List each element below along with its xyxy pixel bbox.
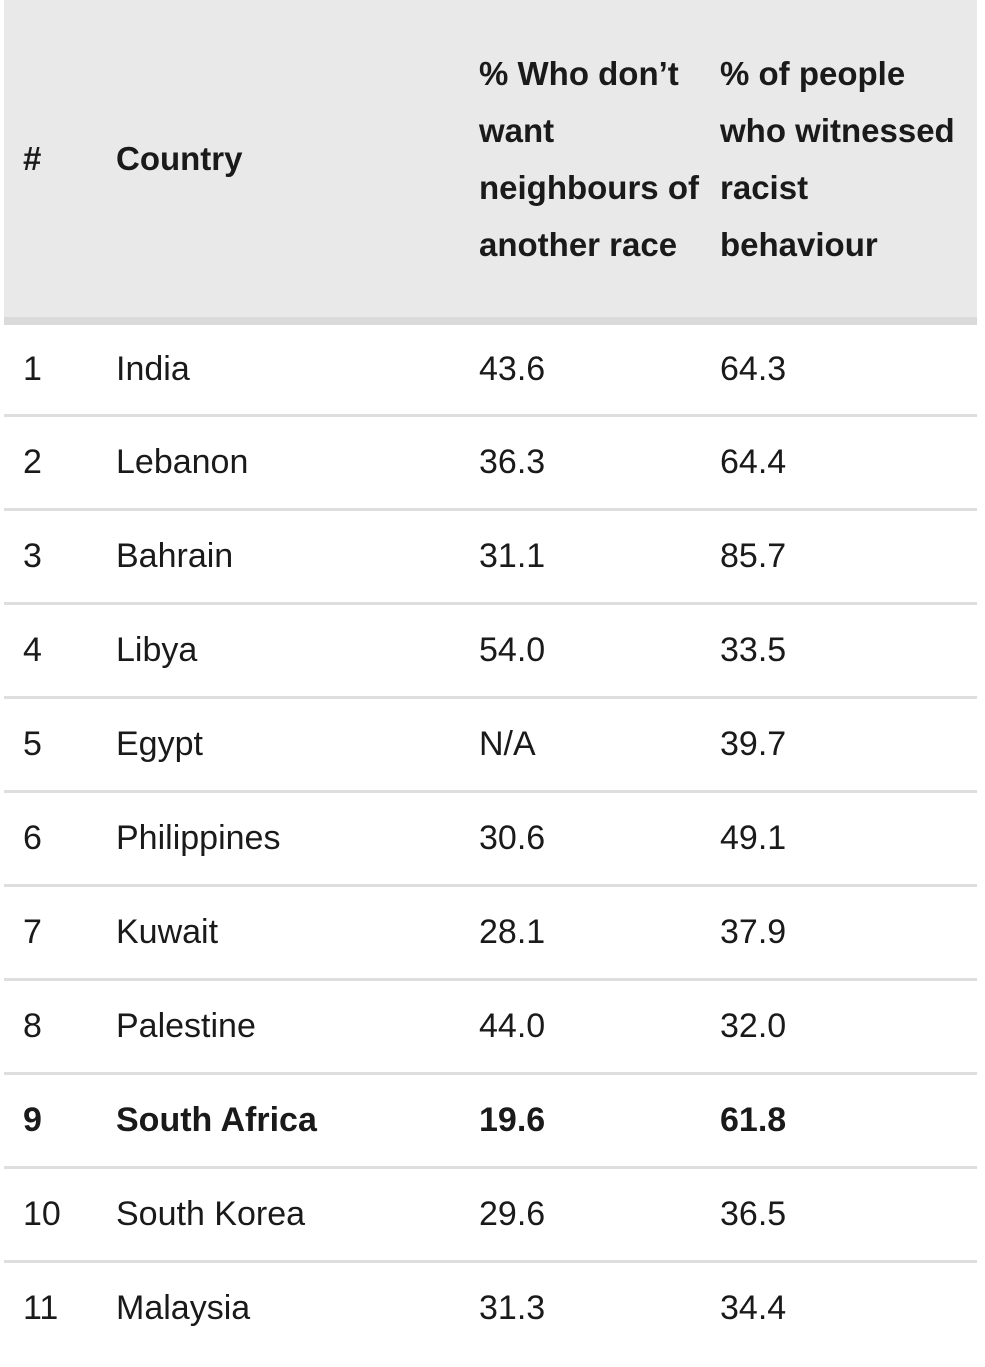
cell-witnessed: 32.0 [720, 1006, 787, 1045]
table-row: 7 Kuwait 28.1 37.9 [4, 885, 977, 979]
cell-rank: 6 [23, 818, 42, 857]
cell-neighbours: N/A [479, 724, 536, 763]
cell-rank: 7 [23, 912, 42, 951]
cell-neighbours: 44.0 [479, 1006, 546, 1045]
cell-neighbours: 43.6 [479, 349, 546, 388]
cell-neighbours: 19.6 [479, 1100, 546, 1139]
table-row: 8 Palestine 44.0 32.0 [4, 979, 977, 1073]
cell-country: India [116, 349, 190, 388]
header-row: # Country % Who don’t want neighbours of… [4, 0, 977, 325]
cell-country: Palestine [116, 1006, 256, 1045]
cell-rank: 4 [23, 630, 42, 669]
cell-country: Lebanon [116, 442, 249, 481]
table-row: 3 Bahrain 31.1 85.7 [4, 509, 977, 603]
cell-neighbours: 30.6 [479, 818, 546, 857]
table-row: 5 Egypt N/A 39.7 [4, 697, 977, 791]
table-row: 6 Philippines 30.6 49.1 [4, 791, 977, 885]
cell-witnessed: 64.3 [720, 349, 787, 388]
table-row-highlighted: 9 South Africa 19.6 61.8 [4, 1073, 977, 1167]
cell-country: South Korea [116, 1194, 306, 1233]
cell-country: Bahrain [116, 536, 234, 575]
cell-country: Libya [116, 630, 198, 669]
header-rank[interactable]: # [4, 0, 116, 325]
cell-witnessed: 36.5 [720, 1194, 787, 1233]
cell-neighbours: 29.6 [479, 1194, 546, 1233]
table-body: 1 India 43.6 64.3 2 Lebanon 36.3 64.4 3 … [4, 321, 977, 1355]
cell-rank: 10 [23, 1194, 61, 1233]
header-witnessed[interactable]: % of people who witnessed racist behavio… [720, 0, 977, 325]
cell-rank: 11 [23, 1289, 59, 1328]
table-row: 2 Lebanon 36.3 64.4 [4, 415, 977, 509]
cell-witnessed: 39.7 [720, 724, 787, 763]
table-row: 4 Libya 54.0 33.5 [4, 603, 977, 697]
table-row: 11 Malaysia 31.3 34.4 [4, 1261, 977, 1355]
cell-witnessed: 34.4 [720, 1289, 787, 1328]
cell-neighbours: 54.0 [479, 630, 546, 669]
cell-country: South Africa [116, 1100, 317, 1139]
cell-rank: 3 [23, 536, 42, 575]
cell-rank: 9 [23, 1100, 42, 1139]
cell-witnessed: 61.8 [720, 1100, 787, 1139]
cell-witnessed: 37.9 [720, 912, 787, 951]
cell-witnessed: 49.1 [720, 818, 787, 857]
cell-witnessed: 85.7 [720, 536, 787, 575]
table-row: 10 South Korea 29.6 36.5 [4, 1167, 977, 1261]
cell-neighbours: 28.1 [479, 912, 546, 951]
cell-neighbours: 31.1 [479, 536, 546, 575]
table-header: # Country % Who don’t want neighbours of… [4, 0, 977, 325]
cell-country: Egypt [116, 724, 203, 763]
cell-country: Kuwait [116, 912, 219, 951]
cell-rank: 2 [23, 442, 42, 481]
cell-country: Philippines [116, 818, 281, 857]
cell-rank: 8 [23, 1006, 42, 1045]
cell-witnessed: 33.5 [720, 630, 787, 669]
cell-neighbours: 36.3 [479, 442, 546, 481]
ranking-table: # Country % Who don’t want neighbours of… [4, 0, 977, 1355]
table-row: 1 India 43.6 64.3 [4, 321, 977, 415]
header-country[interactable]: Country [116, 0, 479, 325]
header-neighbours[interactable]: % Who don’t want neighbours of another r… [479, 0, 720, 325]
cell-country: Malaysia [116, 1289, 251, 1328]
cell-neighbours: 31.3 [479, 1289, 546, 1328]
cell-rank: 5 [23, 724, 42, 763]
ranking-table-container: # Country % Who don’t want neighbours of… [4, 0, 977, 1355]
cell-rank: 1 [23, 349, 42, 388]
cell-witnessed: 64.4 [720, 442, 787, 481]
